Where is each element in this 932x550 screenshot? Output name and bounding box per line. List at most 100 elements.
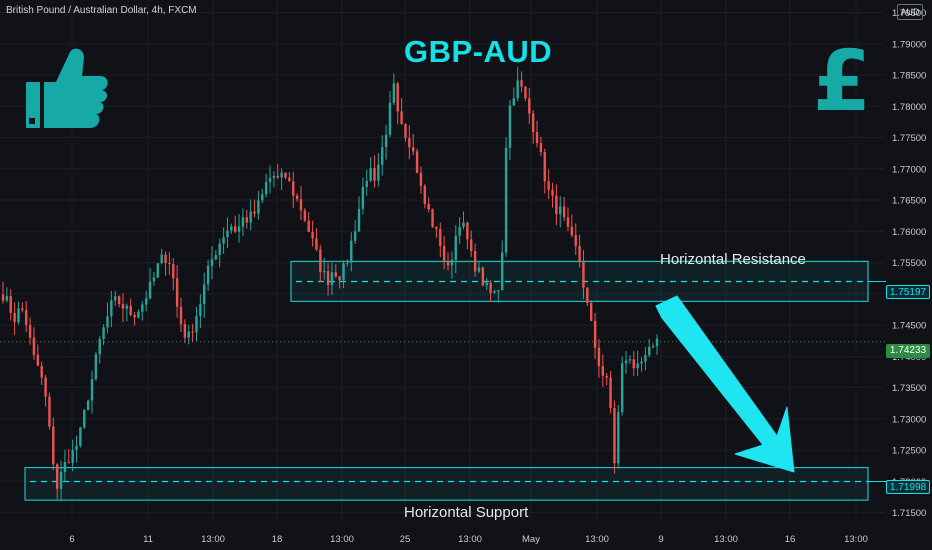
x-tick-label: 9 — [658, 534, 663, 545]
candle-body — [632, 359, 635, 369]
candle-body — [90, 379, 94, 401]
candle-body — [605, 375, 608, 378]
candle-body — [52, 426, 55, 465]
candle-body — [404, 124, 407, 139]
candle-body — [245, 217, 248, 223]
candle-body — [415, 151, 419, 173]
x-tick-label: 13:00 — [585, 534, 609, 545]
candle-body — [442, 245, 446, 263]
y-tick-label: 1.78500 — [892, 71, 926, 82]
candle-body — [187, 331, 190, 338]
candle-body — [25, 310, 28, 325]
y-tick-label: 1.73500 — [892, 383, 926, 394]
candle-body — [419, 172, 423, 187]
candle-body — [121, 304, 125, 309]
candle-body — [365, 180, 368, 187]
candle-body — [396, 83, 399, 112]
candle-body — [86, 400, 90, 411]
currency-badge[interactable]: AUD — [897, 4, 923, 20]
candle-body — [222, 237, 225, 244]
candle-body — [199, 304, 202, 317]
candle-body — [497, 290, 500, 292]
current-price-tag: 1.74233 — [886, 344, 930, 358]
candle-body — [5, 296, 9, 301]
candle-body — [276, 175, 279, 178]
candle-body — [195, 316, 198, 333]
candle-body — [272, 175, 276, 178]
candle-body — [32, 337, 36, 355]
candles — [1, 66, 659, 502]
candle-body — [292, 181, 295, 196]
candle-body — [249, 211, 252, 223]
candle-body — [477, 267, 481, 272]
candle-body — [551, 189, 554, 196]
candle-body — [268, 177, 272, 183]
candle-body — [59, 472, 63, 489]
candle-body — [473, 251, 477, 272]
candle-body — [535, 131, 539, 144]
y-tick-label: 1.76000 — [892, 227, 926, 238]
candle-body — [160, 254, 163, 264]
candle-body — [110, 300, 113, 317]
svg-text:£: £ — [813, 32, 871, 130]
candle-body — [520, 80, 523, 87]
candle-body — [489, 282, 492, 293]
candle-body — [230, 226, 233, 231]
candle-body — [63, 462, 67, 473]
candle-body — [593, 320, 597, 348]
candle-body — [620, 363, 624, 413]
candle-body — [427, 203, 430, 210]
candle-body — [9, 296, 12, 313]
candle-body — [431, 209, 434, 228]
candle-body — [191, 331, 194, 333]
candle-body — [450, 259, 454, 266]
y-tick-label: 1.75500 — [892, 258, 926, 269]
candle-body — [597, 347, 601, 367]
candle-body — [501, 252, 504, 291]
candle-body — [264, 182, 268, 195]
candle-body — [226, 230, 229, 238]
candle-body — [590, 302, 593, 321]
candle-body — [295, 195, 299, 200]
candle-body — [512, 98, 516, 106]
candle-body — [156, 263, 159, 278]
y-tick-label: 1.73000 — [892, 414, 926, 425]
candle-body — [98, 338, 101, 355]
x-tick-label: 25 — [400, 534, 411, 545]
candle-body — [172, 264, 175, 279]
candle-body — [21, 308, 24, 311]
candle-body — [578, 245, 581, 262]
candle-body — [377, 164, 380, 181]
candle-body — [559, 206, 562, 215]
candle-body — [210, 259, 214, 266]
x-tick-label: 13:00 — [714, 534, 738, 545]
candle-body — [303, 210, 307, 221]
candle-body — [79, 427, 82, 446]
y-tick-label: 1.74500 — [892, 321, 926, 332]
candle-body — [315, 238, 318, 250]
candle-body — [55, 464, 59, 489]
candle-body — [628, 359, 632, 361]
candle-body — [524, 86, 527, 99]
candle-body — [562, 206, 566, 218]
candle-body — [141, 304, 144, 312]
price-axis: 1.79500 1.79000 1.78500 1.78000 1.77500 1.770… — [892, 8, 926, 519]
candle-body — [342, 263, 345, 281]
candle-body — [125, 305, 129, 309]
candle-body — [338, 276, 341, 281]
y-tick-label: 1.78000 — [892, 102, 926, 113]
candle-body — [609, 377, 612, 408]
candle-body — [547, 181, 550, 190]
candle-body — [1, 294, 5, 301]
candle-body — [106, 316, 109, 328]
candle-body — [504, 147, 508, 253]
candle-body — [284, 172, 287, 178]
candle-body — [346, 262, 349, 264]
y-tick-label: 1.79000 — [892, 39, 926, 50]
candle-body — [218, 243, 221, 255]
candle-body — [261, 194, 264, 201]
candle-body — [574, 235, 577, 246]
symbol-title: British Pound / Australian Dollar, 4h, F… — [6, 5, 197, 16]
candle-body — [179, 306, 183, 325]
